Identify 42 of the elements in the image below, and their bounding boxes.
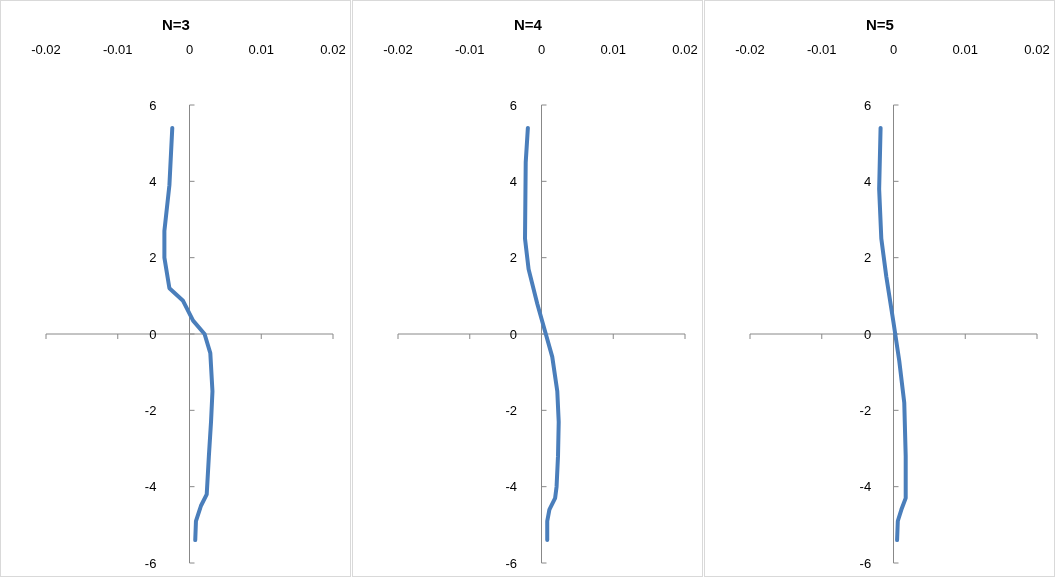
x-tick-label: -0.01 bbox=[102, 42, 133, 57]
x-tick-label: 0.02 bbox=[320, 42, 346, 57]
x-tick-label: -0.01 bbox=[806, 42, 837, 57]
chart-title: N=5 bbox=[866, 16, 894, 33]
line-series bbox=[877, 125, 908, 543]
y-tick-label: 6 bbox=[863, 97, 872, 113]
line-series bbox=[523, 125, 561, 543]
y-tick-label: 6 bbox=[149, 97, 157, 113]
y-tick-label: -2 bbox=[505, 402, 517, 418]
y-tick-label: 4 bbox=[863, 173, 872, 189]
y-tick-label: -4 bbox=[505, 479, 517, 495]
y-tick-label: -6 bbox=[505, 555, 517, 571]
x-tick-label: 0 bbox=[889, 42, 898, 57]
y-tick-label: 0 bbox=[149, 326, 157, 342]
chart-title: N=3 bbox=[162, 16, 190, 33]
x-tick-label: -0.02 bbox=[383, 42, 413, 57]
y-tick-label: 4 bbox=[149, 173, 157, 189]
y-tick-label: 0 bbox=[509, 326, 517, 342]
y-tick-label: 2 bbox=[509, 250, 517, 266]
y-tick-label: 2 bbox=[863, 250, 872, 266]
x-tick-label: -0.02 bbox=[31, 42, 61, 57]
y-tick-label: 6 bbox=[509, 97, 517, 113]
x-tick-label: 0.02 bbox=[672, 42, 698, 57]
y-tick-label: -6 bbox=[144, 555, 157, 571]
y-tick-label: 0 bbox=[863, 326, 872, 342]
x-tick-label: -0.01 bbox=[454, 42, 485, 57]
x-tick-label: 0 bbox=[537, 42, 546, 57]
x-tick-label: -0.02 bbox=[735, 42, 765, 57]
chart-title: N=4 bbox=[514, 16, 543, 33]
x-tick-label: 0 bbox=[185, 42, 194, 57]
y-tick-label: -4 bbox=[859, 479, 872, 495]
y-tick-label: -4 bbox=[144, 479, 157, 495]
y-tick-label: -2 bbox=[859, 402, 872, 418]
x-tick-label: 0.01 bbox=[248, 42, 274, 57]
y-tick-label: 4 bbox=[509, 173, 517, 189]
x-tick-label: 0.01 bbox=[952, 42, 978, 57]
x-tick-label: 0.01 bbox=[600, 42, 626, 57]
y-tick-label: 2 bbox=[149, 250, 157, 266]
x-tick-label: 0.02 bbox=[1024, 42, 1050, 57]
y-tick-label: -2 bbox=[144, 402, 157, 418]
y-tick-label: -6 bbox=[859, 555, 872, 571]
line-series bbox=[162, 125, 215, 543]
